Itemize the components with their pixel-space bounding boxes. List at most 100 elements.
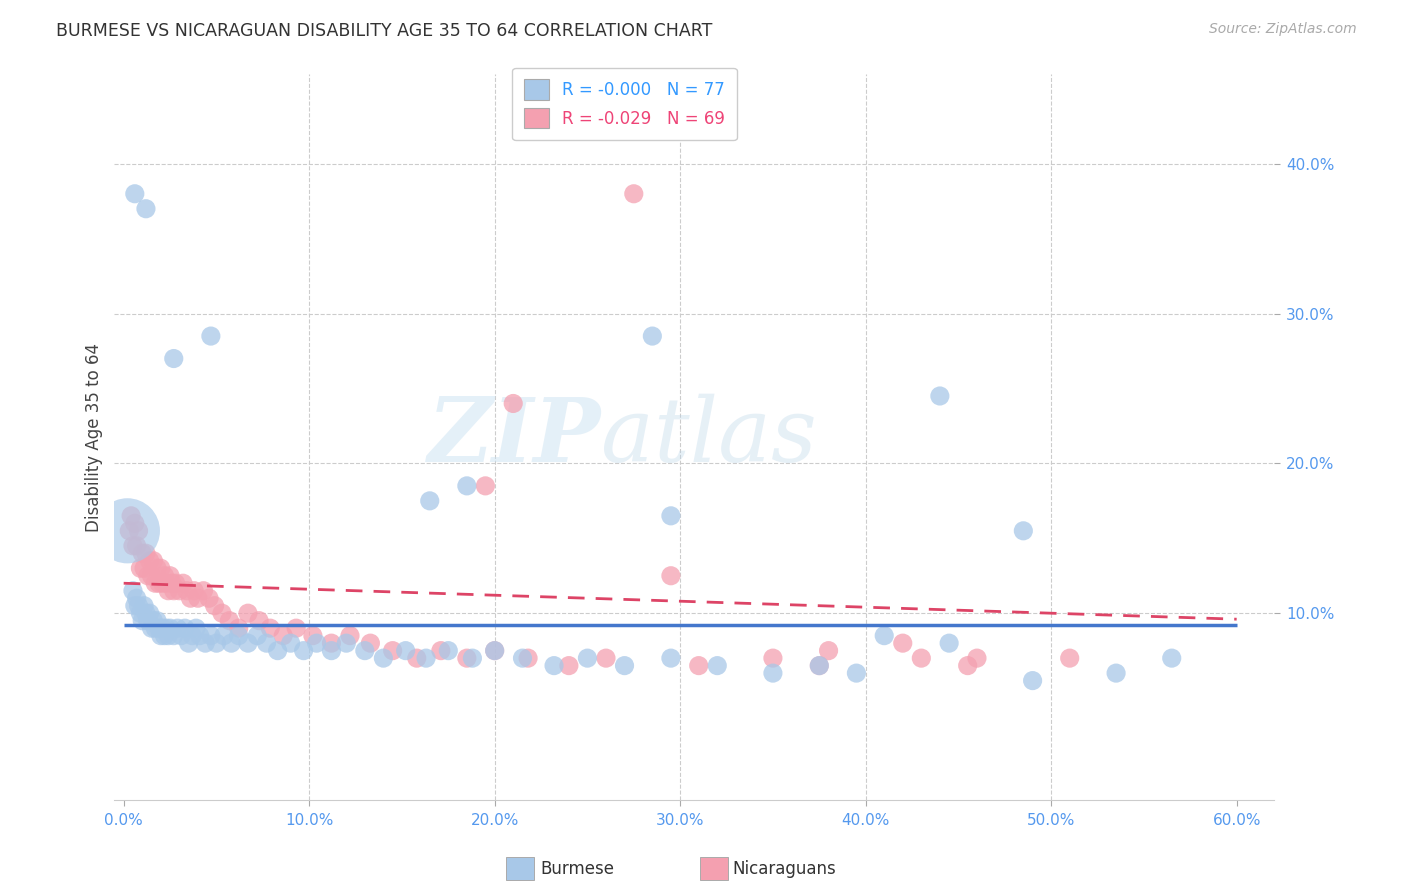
Point [502,396,524,410]
Point [155,621,177,635]
Point [141,621,163,635]
Point [163,629,186,643]
Point [302,629,325,643]
Point [461,651,484,665]
Point [321,636,343,650]
Point [124,516,146,531]
Point [1105,666,1128,681]
Y-axis label: Disability Age 35 to 64: Disability Age 35 to 64 [86,343,103,532]
Point [204,599,226,613]
Point [181,629,204,643]
Point [966,651,988,665]
Point [198,591,221,606]
Point [124,599,146,613]
Point [152,621,174,635]
Point [143,576,166,591]
Point [474,479,496,493]
Point [1160,651,1182,665]
Point [155,576,177,591]
Point [157,629,180,643]
Point [659,651,682,665]
Point [211,606,233,620]
Point [132,561,155,575]
Point [153,568,176,582]
Point [228,629,250,643]
Point [159,568,181,582]
Point [193,583,215,598]
Point [141,568,163,582]
Point [484,643,506,657]
Point [456,651,478,665]
Text: Nicaraguans: Nicaraguans [733,860,837,878]
Point [128,599,150,613]
Point [125,539,148,553]
Point [576,651,599,665]
Point [183,583,205,598]
Point [159,621,181,635]
Point [122,539,145,553]
Point [176,583,198,598]
Point [179,591,201,606]
Point [236,606,259,620]
Point [132,599,155,613]
Point [762,651,785,665]
Point [247,614,270,628]
Point [595,651,617,665]
Point [395,643,418,657]
Point [142,554,165,568]
Point [177,636,200,650]
Point [228,621,250,635]
Point [187,591,209,606]
Point [125,591,148,606]
Point [271,629,294,643]
Point [430,643,453,657]
Point [419,493,441,508]
Point [335,636,357,650]
Point [405,651,427,665]
Point [659,508,682,523]
Text: ZIP: ZIP [427,394,602,481]
Point [163,351,186,366]
Point [157,583,180,598]
Point [212,629,235,643]
Point [543,658,565,673]
Point [456,479,478,493]
Point [484,643,506,657]
Point [1012,524,1035,538]
Point [131,546,153,560]
Point [120,508,142,523]
Point [517,651,540,665]
Point [200,629,222,643]
Point [415,651,437,665]
Point [512,651,534,665]
Point [143,621,166,635]
Text: BURMESE VS NICARAGUAN DISABILITY AGE 35 TO 64 CORRELATION CHART: BURMESE VS NICARAGUAN DISABILITY AGE 35 … [56,22,713,40]
Point [381,643,404,657]
Point [256,636,278,650]
Point [136,614,159,628]
Point [166,621,188,635]
Point [437,643,460,657]
Point [373,651,395,665]
Point [129,561,152,575]
Point [688,658,710,673]
Point [153,629,176,643]
Text: atlas: atlas [602,393,817,481]
Point [558,658,581,673]
Point [174,621,197,635]
Point [128,524,150,538]
Point [246,629,269,643]
Point [148,621,170,635]
Point [184,621,207,635]
Point [339,629,361,643]
Point [124,186,146,201]
Point [135,606,157,620]
Point [172,576,194,591]
Point [641,329,664,343]
Point [873,629,896,643]
Point [623,186,645,201]
Point [808,658,831,673]
Point [149,561,172,575]
Point [169,583,191,598]
Text: Source: ZipAtlas.com: Source: ZipAtlas.com [1209,22,1357,37]
